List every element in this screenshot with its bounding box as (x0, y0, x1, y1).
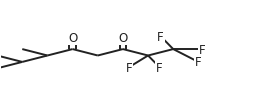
Text: F: F (199, 43, 205, 56)
Text: O: O (118, 32, 128, 45)
Text: F: F (157, 30, 164, 43)
Text: F: F (195, 56, 202, 69)
Text: F: F (126, 61, 133, 74)
Text: O: O (68, 32, 77, 45)
Text: F: F (156, 61, 163, 74)
